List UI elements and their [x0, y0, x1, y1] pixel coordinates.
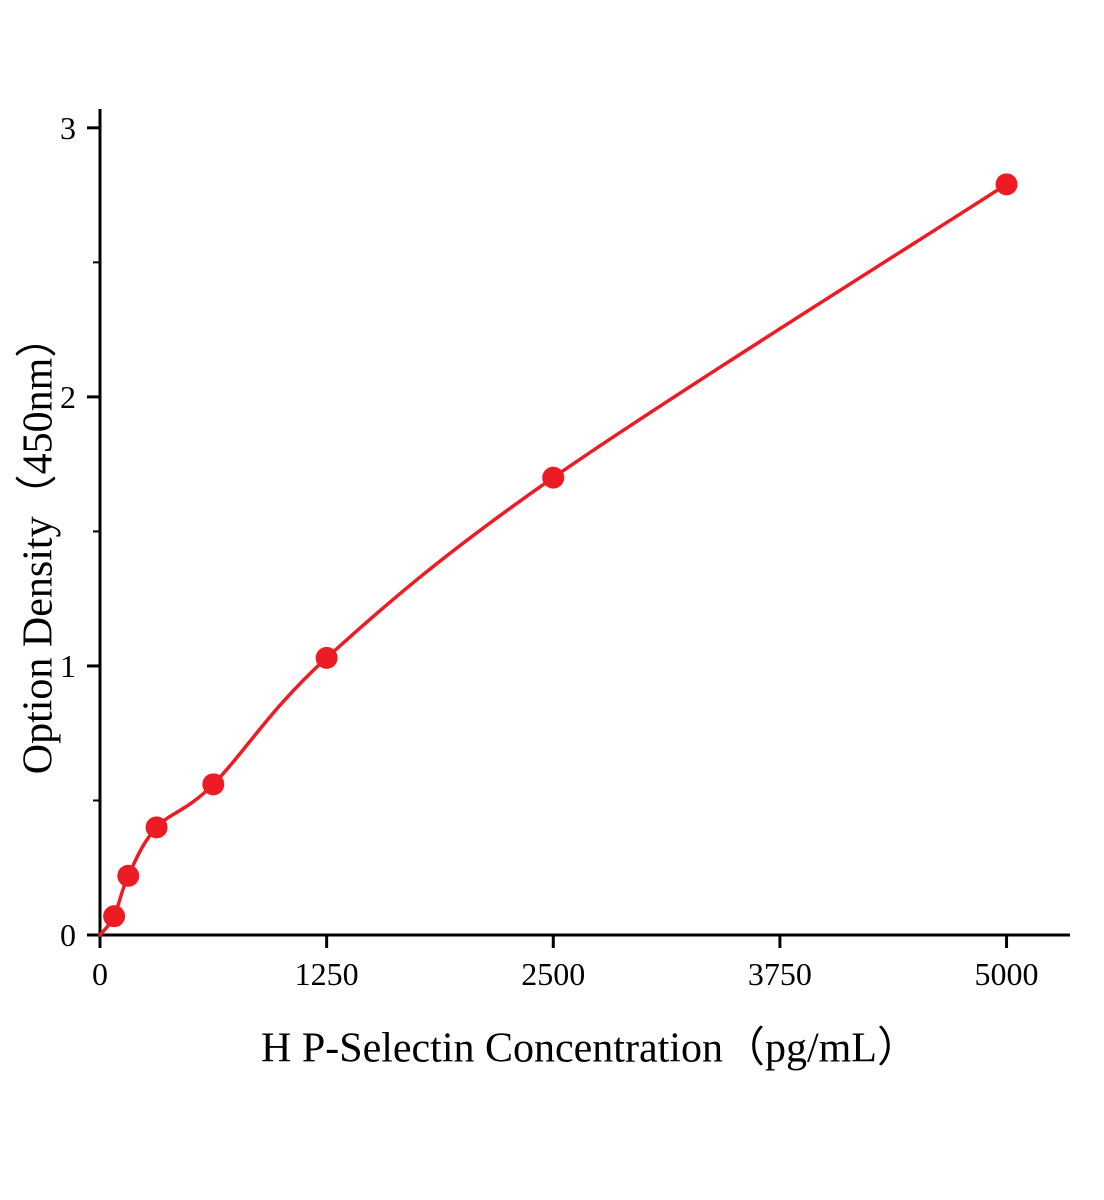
x-tick-label: 1250: [295, 956, 359, 992]
y-tick-label: 2: [60, 379, 76, 415]
x-tick-label: 0: [92, 956, 108, 992]
data-point-marker: [542, 466, 565, 489]
data-point-marker: [117, 864, 140, 887]
x-tick-label: 5000: [975, 956, 1039, 992]
x-axis-title: H P-Selectin Concentration（pg/mL）: [261, 1025, 919, 1072]
standard-curve: [98, 182, 1009, 937]
x-tick-label: 2500: [521, 956, 585, 992]
data-point-marker: [103, 905, 126, 928]
data-point-marker: [145, 816, 168, 839]
data-point-marker: [315, 646, 338, 669]
y-axis-title: Option Density（450nm）: [15, 315, 62, 775]
data-point-marker: [995, 173, 1018, 196]
y-tick-label: 1: [60, 648, 76, 684]
x-tick-label: 3750: [748, 956, 812, 992]
data-point-marker: [202, 773, 225, 796]
y-tick-label: 3: [60, 110, 76, 146]
y-tick-label: 0: [60, 917, 76, 953]
